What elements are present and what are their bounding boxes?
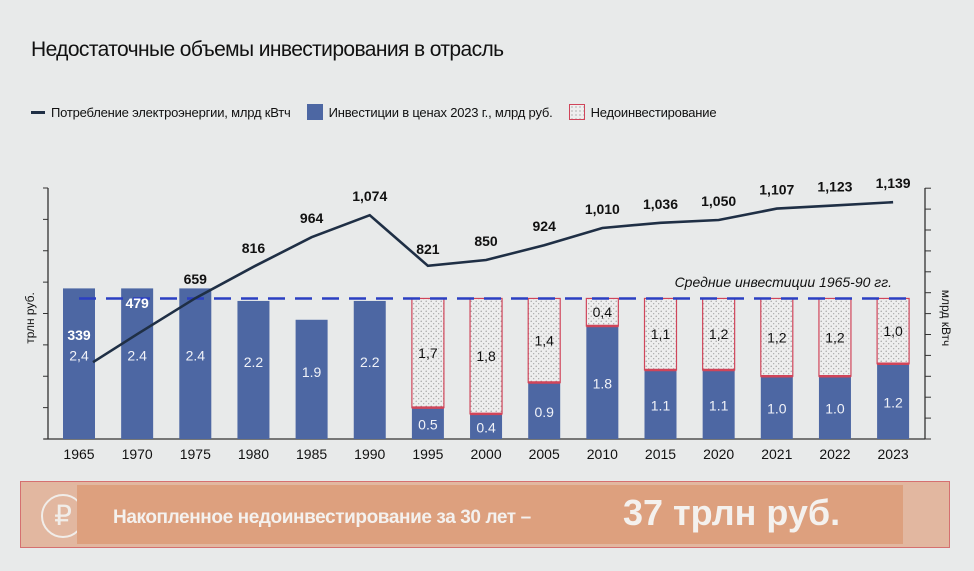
underinvestment-bar	[818, 297, 852, 377]
underinvestment-bar	[643, 297, 678, 371]
investment-label: 2.4	[127, 348, 147, 364]
legend-pattern-swatch	[568, 104, 585, 120]
investment-label: 2.2	[360, 354, 380, 370]
investment-bar	[121, 288, 154, 439]
x-tick-label: 2005	[529, 446, 560, 462]
x-tick-label: 2010	[587, 446, 618, 462]
consumption-label: 1,107	[759, 182, 794, 198]
investment-bar	[586, 326, 619, 439]
consumption-label: 479	[125, 295, 149, 311]
summary-banner: ₽ Накопленное недоинвестирование за 30 л…	[20, 481, 950, 548]
underinvestment-label: 1,2	[825, 329, 845, 345]
consumption-label: 964	[300, 210, 324, 226]
consumption-label: 1,123	[817, 178, 852, 194]
x-tick-label: 1975	[180, 446, 211, 462]
right-axis-label: млрд кВтч	[939, 290, 953, 347]
consumption-label: 1,139	[876, 175, 911, 191]
consumption-line	[92, 200, 894, 364]
consumption-label: 924	[533, 218, 557, 234]
x-tick-label: 2021	[761, 446, 792, 462]
consumption-label: 659	[184, 271, 208, 287]
x-tick-label: 1980	[238, 446, 269, 462]
investment-bar	[411, 407, 444, 439]
investment-bar	[295, 319, 328, 439]
underinvestment-bar	[411, 297, 445, 409]
investment-bar	[818, 376, 851, 439]
x-tick-label: 1995	[412, 446, 443, 462]
underinvestment-bar	[876, 297, 910, 365]
investment-bar	[877, 363, 910, 439]
legend-line-label: Потребление электроэнергии, млрд кВтч	[51, 104, 291, 120]
consumption-label: 1,010	[585, 201, 620, 217]
x-tick-label: 2000	[470, 446, 501, 462]
x-tick-label: 1990	[354, 446, 385, 462]
x-tick-label: 2015	[645, 446, 676, 462]
investment-label: 1.9	[302, 364, 322, 380]
x-tick-label: 1965	[63, 446, 94, 462]
legend-pattern-label: Недоинвестирование	[590, 104, 717, 120]
consumption-label: 339	[67, 327, 91, 343]
investment-label: 1.1	[709, 397, 729, 413]
investment-bar	[179, 288, 212, 439]
investment-label: 1.2	[883, 394, 903, 410]
investment-bar	[237, 300, 270, 439]
consumption-label: 1,050	[701, 193, 736, 209]
consumption-label: 1,074	[352, 188, 387, 204]
investment-label: 2.4	[186, 348, 206, 364]
underinvestment-label: 1,2	[709, 326, 729, 342]
investment-label: 1.8	[593, 376, 613, 392]
underinvestment-label: 1,7	[418, 345, 438, 361]
underinvestment-label: 1,2	[767, 329, 787, 345]
investment-label: 0.4	[476, 419, 496, 435]
underinvestment-bar	[760, 297, 794, 377]
underinvestment-label: 1,4	[534, 332, 554, 348]
legend: Потребление электроэнергии, млрд кВтч Ин…	[31, 104, 717, 120]
x-tick-label: 1970	[122, 446, 153, 462]
consumption-label: 850	[474, 233, 498, 249]
consumption-label: 821	[416, 241, 440, 257]
investment-label: 1.0	[767, 401, 787, 417]
investment-label: 0.9	[534, 404, 554, 420]
x-tick-label: 1985	[296, 446, 327, 462]
x-tick-label: 2022	[819, 446, 850, 462]
investment-bar	[528, 382, 561, 439]
investment-label: 1.1	[651, 397, 671, 413]
legend-bar-swatch	[306, 104, 323, 120]
underinvestment-bar	[527, 297, 561, 384]
x-tick-label: 2023	[878, 446, 909, 462]
investment-bar	[353, 300, 386, 439]
underinvestment-label: 0,4	[593, 304, 613, 320]
investment-bar	[63, 288, 95, 439]
consumption-label: 1,036	[643, 196, 678, 212]
underinvestment-bar	[702, 297, 736, 371]
underinvestment-bar	[469, 297, 503, 415]
investment-bar	[644, 369, 677, 439]
banner-text: Накопленное недоинвестирование за 30 лет…	[113, 507, 531, 528]
investment-label: 2,4	[69, 348, 89, 364]
underinvestment-label: 1,8	[476, 348, 496, 364]
banner-body	[77, 485, 903, 544]
investment-bar	[760, 376, 793, 439]
page-title: Недостаточные объемы инвестирования в от…	[31, 38, 504, 61]
chart: 1965 2,4 1970 2.4 1975 2.4 1980 2.2 1985 1.9 1990 2…	[23, 175, 953, 462]
investment-label: 2.2	[244, 354, 264, 370]
investment-label: 0.5	[418, 416, 438, 432]
left-axis-label: трлн руб.	[23, 292, 37, 344]
legend-line-swatch	[31, 110, 45, 114]
investment-label: 1.0	[825, 401, 845, 417]
underinvestment-label: 1,1	[651, 326, 671, 342]
legend-bar-label: Инвестиции в ценах 2023 г., млрд руб.	[328, 104, 553, 120]
underinvestment-label: 1,0	[883, 323, 903, 339]
x-tick-label: 2020	[703, 446, 734, 462]
consumption-label: 816	[242, 240, 266, 256]
investment-bar	[470, 413, 503, 439]
average-line-label: Средние инвестиции 1965-90 гг.	[675, 274, 892, 290]
banner-value: 37 трлн руб.	[623, 492, 841, 533]
investment-bar	[702, 369, 735, 439]
